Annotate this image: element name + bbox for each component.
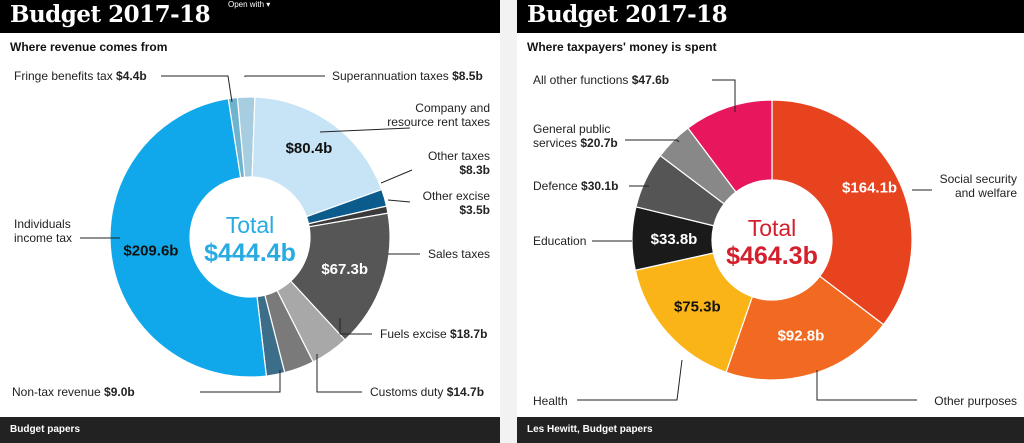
annotation-superannuation-taxes: Superannuation taxes $8.5b	[332, 69, 483, 83]
leader-line	[316, 354, 362, 393]
slice-health	[634, 252, 754, 374]
chart-title: Budget 2017-18	[10, 1, 211, 28]
panel-divider	[500, 0, 517, 443]
annotation-other-purposes: Other purposes	[934, 394, 1017, 408]
leader-line	[712, 79, 736, 112]
slice-value-label: $33.8b	[651, 231, 698, 248]
slice-sales-taxes	[289, 212, 391, 341]
slice-value-label: $164.1b	[842, 180, 897, 197]
revenue-donut-chart: $80.4b $67.3b $209.6b Total$444.4b Superannu…	[12, 69, 491, 399]
leader-line	[200, 370, 281, 393]
spending-panel: Budget 2017-18 Where taxpayers' money is…	[517, 0, 1024, 443]
annotation-non-tax-revenue: Non-tax revenue $9.0b	[12, 385, 135, 399]
spending-donut-chart: $164.1b $92.8b $75.3b $33.8b Total$464.3b Soc…	[533, 73, 1018, 408]
annotation-fuels-excise: Fuels excise $18.7b	[380, 327, 487, 341]
annotation-social-security-and-welfare: Social security and welfare	[940, 172, 1018, 200]
leader-line	[319, 127, 411, 133]
annotation-sales-taxes: Sales taxes	[428, 247, 490, 261]
slice-other-purposes	[725, 275, 885, 381]
annotation-defence: Defence $30.1b	[533, 179, 618, 193]
total-word: Total	[748, 215, 797, 241]
chart-subtitle: Where revenue comes from	[10, 40, 168, 54]
annotation-company-and-resource-rent-taxes: Company and resource rent taxes	[387, 101, 490, 129]
slice-value-label: $67.3b	[321, 261, 368, 278]
annotation-education: Education	[533, 234, 586, 248]
leader-line	[161, 75, 233, 103]
revenue-panel: Budget 2017-18 Open with ▾ Where revenue…	[0, 0, 500, 443]
slice-social-security-and-welfare	[771, 99, 913, 326]
slices	[109, 96, 391, 378]
source-footer: Les Hewitt, Budget papers	[517, 417, 1024, 443]
source-text: Budget papers	[10, 424, 81, 435]
total-word: Total	[226, 212, 275, 238]
annotation-other-excise: Other excise	[423, 189, 491, 203]
annotation-other-taxes: Other taxes	[428, 149, 490, 163]
slice-value-label: $92.8b	[778, 328, 825, 345]
chart-subtitle: Where taxpayers' money is spent	[527, 40, 717, 54]
annotation-general-public-services: General public services $20.7b	[533, 122, 618, 150]
chart-title: Budget 2017-18	[527, 1, 728, 28]
open-with-menu[interactable]: Open with ▾	[228, 0, 270, 9]
total-value: $444.4b	[204, 239, 296, 267]
leader-line	[816, 370, 917, 401]
slice-individuals-income-tax	[109, 98, 268, 378]
header-bar: Budget 2017-18	[517, 0, 1024, 33]
slice-all-other-functions	[687, 99, 773, 193]
open-with-label: Open with	[228, 0, 265, 9]
slice-value-label: $75.3b	[674, 298, 721, 315]
leader-line	[244, 75, 325, 77]
leader-line	[339, 318, 372, 335]
caret-down-icon: ▾	[266, 0, 271, 9]
annotation-all-other-functions: All other functions $47.6b	[533, 73, 669, 87]
slices	[631, 99, 913, 381]
leader-line	[380, 169, 413, 184]
slice-value-label: $80.4b	[286, 140, 333, 157]
leader-line	[387, 199, 411, 203]
header-bar: Budget 2017-18 Open with ▾	[0, 0, 500, 33]
leader-line	[625, 139, 680, 143]
leader-line	[577, 359, 683, 401]
annotation-health: Health	[533, 394, 568, 408]
annotation-value-other-excise: $3.5b	[459, 203, 490, 217]
annotation-value-other-taxes: $8.3b	[459, 163, 490, 177]
source-text: Les Hewitt, Budget papers	[527, 424, 653, 435]
source-footer: Budget papers	[0, 417, 500, 443]
slice-company-and-resource-rent-taxes	[251, 96, 383, 218]
total-value: $464.3b	[726, 242, 818, 270]
annotation-fringe-benefits-tax: Fringe benefits tax $4.4b	[14, 69, 147, 83]
annotation-individuals-income-tax: Individuals income tax	[14, 217, 72, 245]
annotation-customs-duty: Customs duty $14.7b	[370, 385, 484, 399]
slice-value-label: $209.6b	[123, 243, 178, 260]
